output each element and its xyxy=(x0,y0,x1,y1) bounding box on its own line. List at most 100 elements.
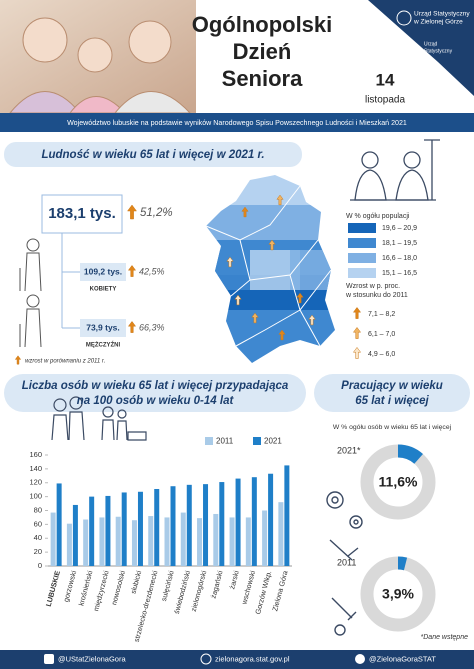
bar xyxy=(235,478,241,566)
men-value: 73,9 tys. xyxy=(86,322,120,332)
legend-label: 7,1 – 8,2 xyxy=(368,311,395,318)
people-icon xyxy=(51,396,147,441)
y-tick-label: 140 xyxy=(29,464,42,473)
bar xyxy=(219,482,225,566)
map-region xyxy=(206,205,335,240)
seniors-icon xyxy=(350,139,440,201)
legend-label: 18,1 – 19,5 xyxy=(382,240,417,247)
y-tick-label: 120 xyxy=(29,478,42,487)
map xyxy=(206,175,335,363)
x-tick-label: krośnieński xyxy=(76,569,94,606)
footer-website: zielonagora.stat.gov.pl xyxy=(215,654,290,663)
x-tick-label: gorzowski xyxy=(61,569,78,603)
growth-arrow xyxy=(226,256,234,268)
x-tick-label: Zielona Góra xyxy=(270,570,289,612)
bar xyxy=(186,484,192,566)
header-corner xyxy=(368,0,474,96)
map-borders xyxy=(205,185,332,347)
banner-bg xyxy=(0,113,474,132)
bar xyxy=(105,495,111,566)
growth-arrow xyxy=(234,294,242,306)
section-pill xyxy=(4,142,302,167)
bar xyxy=(251,477,257,566)
bar xyxy=(284,465,290,566)
growth-arrow xyxy=(352,346,362,359)
map-region xyxy=(206,250,250,290)
map-region xyxy=(290,250,335,290)
bar xyxy=(197,518,203,566)
women-growth: 42,5% xyxy=(139,266,165,276)
bracket xyxy=(61,233,80,329)
footer-bg xyxy=(0,650,474,669)
header-title: Dzień xyxy=(233,39,292,64)
bar xyxy=(229,517,235,566)
chart-note: *Dane wstępne xyxy=(421,634,469,641)
growth-arrow xyxy=(268,239,276,251)
bar xyxy=(72,504,78,566)
legend-swatch xyxy=(348,238,376,248)
bar xyxy=(180,512,186,566)
growth-arrow xyxy=(127,264,137,277)
logo-text: Urząd Statystyczny xyxy=(414,11,470,18)
legend-label: 2021 xyxy=(264,437,282,446)
bar xyxy=(278,502,284,566)
donut-segment xyxy=(397,556,408,571)
bar xyxy=(137,491,143,566)
men-label: MĘŻCZYŹNI xyxy=(86,341,121,349)
bar xyxy=(99,517,105,566)
total-growth: 51,2% xyxy=(140,207,173,219)
chart-title: Pracujący w wieku xyxy=(341,380,443,392)
date-month: listopada xyxy=(365,95,405,106)
x-tick-label: LUBUSKIE xyxy=(44,569,62,607)
y-tick-label: 0 xyxy=(38,561,42,570)
bar xyxy=(121,492,127,566)
legend-swatch xyxy=(348,268,376,278)
bar xyxy=(213,513,219,566)
legend-label: 19,6 – 20,9 xyxy=(382,225,417,232)
x-tick-label: żarski xyxy=(227,569,241,590)
growth-arrow xyxy=(352,326,362,339)
growth-arrow xyxy=(276,194,284,206)
legend-label: 6,1 – 7,0 xyxy=(368,331,395,338)
growth-arrow xyxy=(308,314,316,326)
chart-subtitle: W % ogółu osób w wieku 65 lat i więcej xyxy=(333,424,452,431)
growth-arrow xyxy=(127,204,137,220)
donut-label: 2021* xyxy=(337,445,361,455)
bar xyxy=(148,516,154,566)
legend-swatch xyxy=(348,223,376,233)
bar xyxy=(131,520,137,566)
logo-icon xyxy=(396,10,412,26)
bar xyxy=(268,473,274,566)
bar xyxy=(154,488,160,566)
value-box xyxy=(80,263,126,281)
legend-swatch xyxy=(253,437,261,445)
x-tick-label: sulęciński xyxy=(159,569,176,602)
women-value: 109,2 tys. xyxy=(84,266,122,276)
chart-title: 65 lat i więcej xyxy=(355,395,429,407)
chart-title: Liczba osób w wieku 65 lat i więcej przy… xyxy=(22,380,289,392)
x-tick-label: żagański xyxy=(209,569,225,599)
value-box xyxy=(80,319,126,337)
donut-value: 11,6% xyxy=(379,474,418,490)
map-region xyxy=(206,175,335,205)
growth-arrow xyxy=(296,292,304,304)
logo-text: w Zielonej Górze xyxy=(413,19,463,26)
legend-title: W % ogółu populacji xyxy=(346,213,410,220)
bar xyxy=(164,517,170,566)
legend-label: 2011 xyxy=(216,437,234,446)
growth-arrow xyxy=(251,312,259,324)
section-pill xyxy=(314,374,470,412)
bar xyxy=(83,519,89,566)
y-tick-label: 160 xyxy=(29,450,42,459)
person-head xyxy=(26,294,40,308)
y-tick-label: 60 xyxy=(34,519,42,528)
y-tick-label: 40 xyxy=(34,533,42,542)
bar xyxy=(115,516,121,566)
tools-icon xyxy=(326,491,363,636)
header-title: Seniora xyxy=(222,66,303,91)
facebook-icon xyxy=(44,654,54,664)
anniversary-text: Urząd xyxy=(424,41,438,47)
donut-label: 2011 xyxy=(337,557,356,567)
